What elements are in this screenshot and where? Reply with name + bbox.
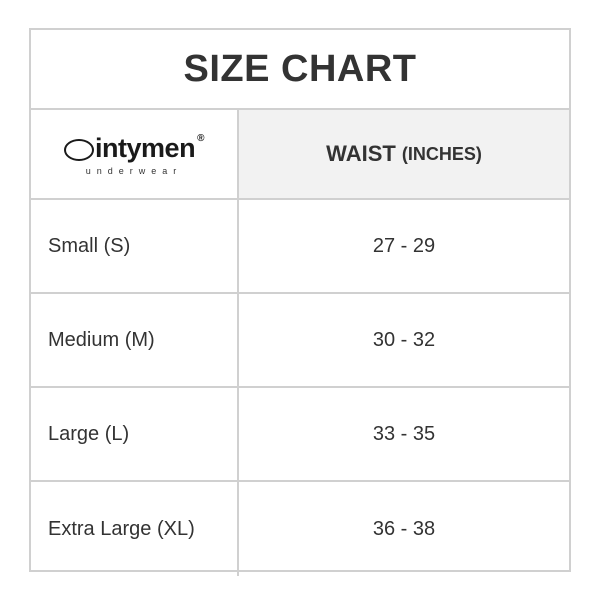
table-row: Large (L) 33 - 35 (31, 388, 569, 482)
waist-cell: 36 - 38 (372, 517, 436, 540)
chart-title: SIZE CHART (31, 30, 569, 110)
brand-logo: intymen ® underwear (31, 110, 239, 198)
waist-cell: 33 - 35 (372, 422, 436, 445)
size-cell: Medium (M) (31, 294, 239, 386)
unit-label: (INCHES) (401, 143, 482, 164)
brand-tagline: underwear (85, 165, 183, 176)
size-cell: Small (S) (31, 200, 239, 292)
waist-cell: 27 - 29 (372, 234, 436, 257)
waist-cell: 30 - 32 (372, 328, 436, 351)
table-row: Medium (M) 30 - 32 (31, 294, 569, 388)
waist-header: WAIST (INCHES) (239, 110, 569, 198)
size-chart-table: SIZE CHART intymen ® underwear WAIST (IN… (29, 28, 571, 576)
measure-label: WAIST (326, 141, 396, 166)
brand-name: intymen (95, 132, 196, 163)
table-row: Small (S) 27 - 29 (31, 200, 569, 294)
size-cell: Extra Large (XL) (31, 482, 239, 576)
header-row: intymen ® underwear WAIST (INCHES) (31, 110, 569, 200)
table-row: Extra Large (XL) 36 - 38 (31, 482, 569, 576)
brand-mark-icon (64, 138, 95, 161)
registered-mark: ® (197, 132, 204, 144)
size-cell: Large (L) (31, 388, 239, 480)
